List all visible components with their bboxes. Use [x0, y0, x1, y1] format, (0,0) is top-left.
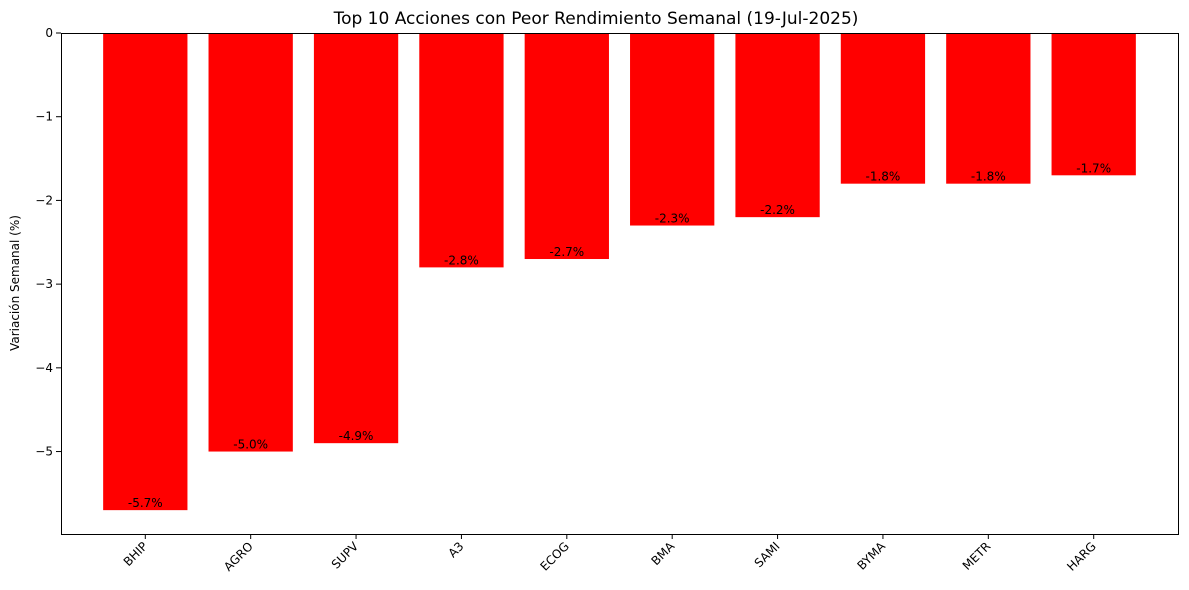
data-label-harg: -1.7%	[1076, 161, 1111, 175]
data-label-bhip: -5.7%	[128, 496, 163, 510]
bars-group	[103, 33, 1136, 511]
chart-title: Top 10 Acciones con Peor Rendimiento Sem…	[333, 9, 859, 29]
y-tick-label: −2	[35, 193, 53, 207]
bar-bma	[630, 33, 715, 226]
x-tick-label-ecog: ECOG	[537, 539, 571, 573]
bar-harg	[1051, 33, 1136, 176]
bar-agro	[208, 33, 293, 452]
bar-supv	[313, 33, 399, 444]
data-label-supv: -4.9%	[339, 429, 374, 443]
y-tick-label: −1	[35, 110, 53, 124]
x-tick-label-byma: BYMA	[854, 539, 888, 573]
x-tick-label-harg: HARG	[1064, 539, 1099, 574]
y-tick-label: −3	[35, 277, 53, 291]
bar-byma	[840, 33, 926, 184]
data-label-ecog: -2.7%	[549, 245, 584, 259]
x-tick-label-agro: AGRO	[221, 539, 256, 574]
x-tick-label-bma: BMA	[648, 539, 677, 568]
x-tick-label-a3: A3	[445, 539, 466, 560]
x-tick-label-supv: SUPV	[329, 539, 362, 572]
x-tick-label-metr: METR	[960, 539, 994, 573]
bar-a3	[419, 33, 504, 268]
data-labels-group: -5.7% -5.0% -4.9% -2.8% -2.7% -2.3% -2.2% -1.8%…	[128, 161, 1111, 510]
data-label-metr: -1.8%	[971, 170, 1006, 184]
bar-metr	[946, 33, 1031, 184]
y-tick-label: −5	[35, 445, 53, 459]
y-tick-label: 0	[45, 26, 53, 40]
y-tick-label: −4	[35, 361, 53, 375]
x-tick-label-sami: SAMI	[752, 539, 783, 570]
bar-sami	[735, 33, 820, 218]
data-label-a3: -2.8%	[444, 253, 479, 267]
data-label-agro: -5.0%	[233, 438, 268, 452]
y-axis-label: Variación Semanal (%)	[8, 215, 22, 351]
x-axis: BHIP AGRO SUPV A3 ECOG BMA SAMI BYMA METR HARG	[121, 534, 1099, 574]
data-label-sami: -2.2%	[760, 203, 795, 217]
bar-ecog	[524, 33, 609, 260]
data-label-bma: -2.3%	[655, 212, 690, 226]
bar-bhip	[103, 33, 188, 511]
data-label-byma: -1.8%	[866, 170, 901, 184]
y-axis: 0 −1 −2 −3 −4 −5	[35, 26, 61, 459]
x-tick-label-bhip: BHIP	[121, 539, 151, 569]
plot-frame	[61, 33, 1179, 535]
